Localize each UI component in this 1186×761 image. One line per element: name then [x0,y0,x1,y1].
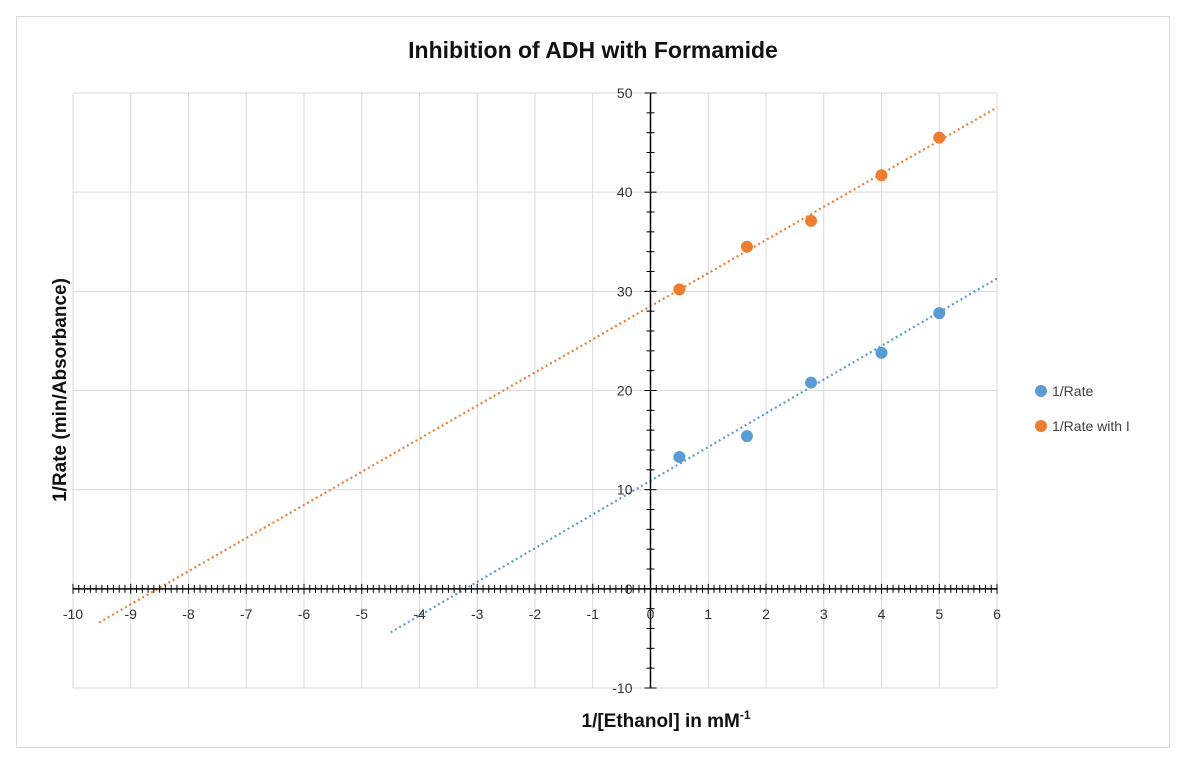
x-tick-label: 2 [762,606,770,622]
x-tick-label: -5 [356,606,369,622]
y-tick-label: 10 [617,482,633,498]
y-tick-label: 0 [625,581,633,597]
x-tick-label: -3 [471,606,484,622]
x-tick-label: -4 [413,606,426,622]
legend-label-series-2: 1/Rate with I [1052,418,1130,434]
legend-label-series-1: 1/Rate [1052,383,1093,399]
gridlines [72,92,998,689]
data-point-series-2 [673,283,686,296]
data-point-series-1 [875,346,888,359]
chart-title: Inhibition of ADH with Formamide [408,37,778,63]
x-tick-label: 0 [647,606,655,622]
y-tick-label: 20 [617,383,633,399]
y-tick-label: -10 [612,680,632,696]
axes [72,92,998,689]
legend-marker-series-1 [1035,385,1047,397]
x-axis-title: 1/[Ethanol] in mM-1 [582,708,751,732]
x-tick-label: 6 [993,606,1001,622]
x-tick-label: 3 [820,606,828,622]
y-tick-label: 40 [617,184,633,200]
y-tick-labels: -10 0 10 20 30 40 50 [612,85,632,696]
x-tick-label: -1 [587,606,600,622]
x-tick-label: -2 [529,606,542,622]
x-tick-label: -8 [182,606,195,622]
x-tick-label: -9 [125,606,138,622]
data-point-series-1 [805,376,818,389]
y-axis-title: 1/Rate (min/Absorbance) [50,278,71,502]
y-tick-label: 30 [617,283,633,299]
data-point-series-2 [875,169,888,182]
x-tick-label: -7 [240,606,253,622]
x-tick-label: 1 [704,606,712,622]
data-point-series-2 [740,240,753,253]
data-point-series-1 [740,430,753,443]
trendline-series-1 [390,277,998,634]
x-tick-label: -10 [63,606,83,622]
data-point-series-1 [673,450,686,463]
x-tick-label: -6 [298,606,311,622]
legend-marker-series-2 [1035,420,1047,432]
trendline-series-2 [98,106,998,624]
data-point-series-1 [933,307,946,320]
x-tick-labels: -10 -9 -8 -7 -6 -5 -4 -3 -2 -1 0 1 2 3 4 5 6 [63,606,1001,622]
data-points [673,131,946,463]
data-point-series-2 [805,214,818,227]
x-tick-label: 5 [935,606,943,622]
y-tick-label: 50 [617,85,633,101]
trendlines [98,106,998,634]
legend: 1/Rate 1/Rate with I [1035,383,1130,434]
data-point-series-2 [933,131,946,144]
x-tick-label: 4 [878,606,886,622]
